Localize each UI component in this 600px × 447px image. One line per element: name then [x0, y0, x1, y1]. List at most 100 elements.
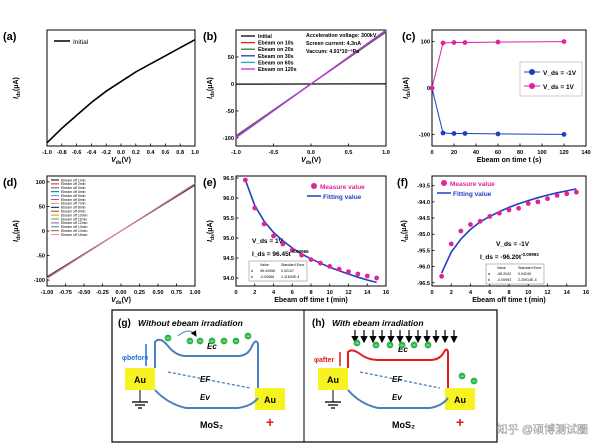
panel-e-y-tick-label: 95.5 — [223, 216, 234, 222]
panel-f-table-header: Value — [497, 266, 506, 270]
electron-sign: − — [412, 343, 416, 349]
panel-h-ef-label: EF — [392, 375, 403, 384]
panel-e-measure-point — [336, 266, 342, 272]
panel-g-title: Without ebeam irradiation — [138, 318, 243, 328]
panel-f-fit-line — [440, 188, 577, 274]
panel-g-ef-label: EF — [200, 375, 211, 384]
panel-a-xlabel: Vds(V) — [111, 157, 131, 166]
panel-c-x-tick-label: 140 — [581, 150, 590, 156]
electron — [386, 341, 394, 349]
panel-e-y-tick-label: 96.0 — [223, 196, 234, 202]
panel-c-axes: 0 20 40 60 80 100 120 140 -100 0 100 — [419, 40, 591, 156]
panel-h-title: With ebeam irradiation — [332, 318, 424, 328]
panel-b-annotation-2: Screen current: 4.3nA — [306, 41, 361, 47]
panel-f-x-tick-label: 10 — [525, 290, 531, 296]
panel-f-measure-point — [525, 201, 531, 206]
panel-c-legend-box — [519, 61, 583, 97]
panel-e-table-header: Value — [260, 263, 269, 267]
panel-d-legend-label: Ebeam off 6min — [61, 198, 86, 202]
panel-f: (f) 0 2 4 6 8 10 12 14 16 -96.5 -96.0 -95.5 -95.0 -94… — [397, 175, 589, 304]
panel-e-axes: 0 2 4 6 8 10 12 14 16 94.0 94.5 95.0 95.5 96.0 96.5 — [223, 176, 389, 296]
electron — [398, 341, 406, 349]
panel-h-ebeam-arrows — [351, 330, 458, 344]
panel-d-legend-label: Ebeam off 11min — [61, 217, 87, 221]
panel-e-y-tick-label: 94.0 — [223, 276, 234, 282]
panel-e-table-cell: b — [251, 275, 253, 279]
panel-b-series — [235, 29, 387, 139]
panel-b-y-tick-label: 50 — [228, 55, 234, 61]
panel-a-x-tick-label: 0.8 — [176, 150, 184, 156]
panel-h-au-left-label: Au — [327, 375, 339, 385]
electron — [196, 337, 204, 345]
panel-e-x-tick-label: 2 — [253, 290, 256, 296]
panel-f-tag: (f) — [397, 177, 408, 189]
panel-c-point — [451, 131, 457, 136]
panel-b-x-tick-label: -1.0 — [231, 150, 241, 156]
panel-b-y-tick-label: -100 — [223, 136, 234, 142]
panel-c-x-tick-label: 80 — [517, 150, 523, 156]
panel-f-measure-point — [554, 193, 560, 198]
panel-h-au-right-label: Au — [454, 395, 466, 405]
panel-b-x-tick-label: 0.5 — [345, 150, 353, 156]
panel-f-measure-point — [545, 196, 550, 202]
panel-d-legend-label: Ebeam off 14min — [61, 229, 87, 233]
electron-sign: − — [355, 341, 359, 347]
panel-e-measure-point — [346, 269, 351, 274]
panel-f-measure-point — [458, 228, 464, 234]
panel-g-au-right-label: Au — [264, 395, 276, 405]
panel-f-x-tick-label: 12 — [544, 290, 550, 296]
electron — [470, 377, 478, 385]
panel-f-measure-point — [535, 199, 541, 205]
panel-h-valence-band — [347, 389, 449, 409]
panel-f-fit-table: Value Standard Error a -96.2042 0.04249 b -0.0… — [485, 263, 545, 285]
panel-b-ylabel: Ids(μA) — [207, 77, 216, 99]
panel-c-point — [561, 132, 567, 137]
panel-e-table-cell: 1.11600E-4 — [281, 275, 299, 279]
panel-e-ylabel: Ids(μA) — [207, 220, 216, 242]
panel-e-measure-point — [355, 271, 361, 277]
panel-d-x-tick-label: -1.00 — [41, 290, 54, 296]
panel-g-plus: + — [266, 414, 274, 430]
panel-f-y-tick-label: -93.5 — [417, 184, 430, 190]
panel-f-vds: V_ds = -1V — [496, 241, 530, 248]
panel-d-x-tick-label: -0.75 — [59, 290, 72, 296]
panel-e-table-cell: 96.44956 — [260, 269, 275, 273]
panel-a-tag: (a) — [3, 31, 17, 43]
electron-sign: − — [166, 336, 170, 342]
panel-e-measure-point — [308, 257, 314, 262]
panel-b-x-tick-label: 1.0 — [382, 150, 390, 156]
panel-c-legend-marker-pos — [529, 83, 535, 89]
panel-a-x-tick-label: -0.2 — [101, 150, 111, 156]
panel-d-legend-label: Ebeam off 7min — [61, 202, 86, 206]
panel-d-y-tick-label: -50 — [37, 254, 45, 260]
panel-c-point — [429, 85, 435, 91]
panel-a-ylabel: Ids(μA) — [13, 77, 22, 99]
panel-e: (e) 0 2 4 6 8 10 12 14 16 94.0 94.5 95.0 95.5 96.0 96.… — [203, 175, 389, 304]
panel-h-plus: + — [456, 414, 464, 430]
panel-a-x-ticks: -1.0 -0.8 -0.6 -0.4 -0.2 0.0 0.2 0.4 0.6 0.8 1.0 — [42, 143, 199, 156]
panel-c-legend-marker-neg — [529, 69, 535, 75]
panel-f-measure-point — [487, 214, 493, 219]
panel-d-legend-label: Ebeam off 12min — [61, 221, 87, 225]
panel-h-au-left — [318, 368, 348, 390]
electron-sign: − — [400, 343, 404, 349]
electron — [208, 337, 216, 345]
panel-c-point — [440, 40, 446, 46]
panel-e-measure-point — [374, 275, 380, 281]
panel-d-y-tick-label: 0 — [42, 229, 45, 235]
panel-f-table-cell: -96.2042 — [497, 272, 511, 276]
panel-g-fermi-level — [167, 371, 251, 389]
panel-g-electrons: − − − − − −− — [164, 332, 252, 345]
panel-e-fit-equation: I_ds = 96.45t-0.00966 — [252, 249, 309, 258]
panel-f-y-tick-label: -96.0 — [417, 265, 430, 271]
panel-b-legend-label: Ebeam on 60s — [258, 60, 294, 66]
panel-f-measure-point — [477, 218, 483, 224]
panel-e-legend-label-fit: Fitting value — [323, 194, 362, 201]
panel-d-legend-label: Ebeam off 8min — [61, 206, 86, 210]
panel-e-y-tick-label: 94.5 — [223, 256, 234, 262]
panel-g: (g) Without ebeam irradiation Au Au Ec E… — [118, 318, 285, 430]
electron-sign: − — [198, 339, 202, 345]
panel-f-series — [439, 188, 579, 279]
panel-d-legend-label: Ebeam off 13min — [61, 225, 87, 229]
